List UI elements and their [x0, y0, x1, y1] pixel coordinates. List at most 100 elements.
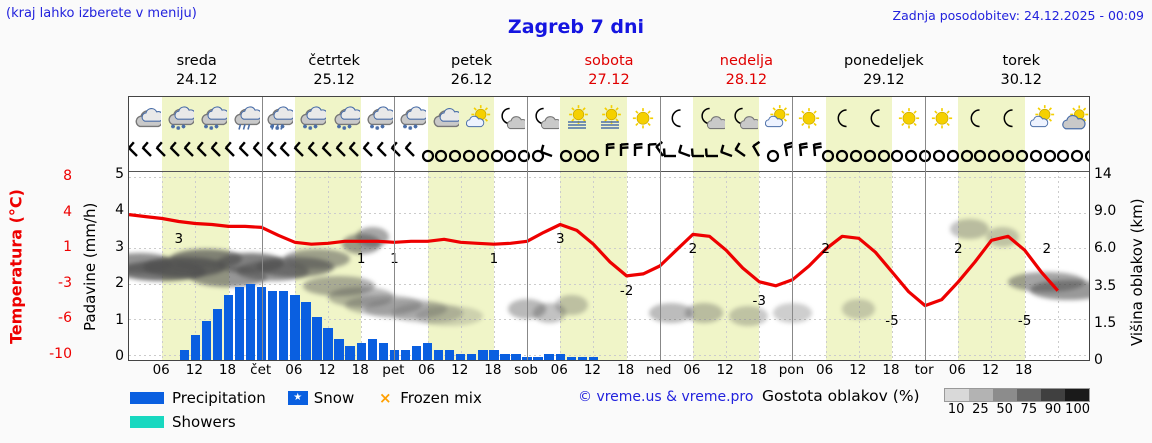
x-tick-23: tor — [914, 362, 934, 378]
v-gridline-90 — [626, 171, 628, 360]
wind-barb-calm-33 — [578, 141, 608, 171]
legend-label-snow: Snow — [313, 389, 355, 407]
cloud-height-tick-5: 0 — [1094, 352, 1103, 368]
day-date: 27.12 — [588, 72, 630, 88]
cloud-height-tick-3: 3.5 — [1094, 277, 1117, 294]
day-header-6: torek 30.12 — [953, 52, 1090, 92]
precipitation-bar-9 — [279, 291, 289, 360]
density-swatch-2 — [993, 389, 1017, 401]
wind-barb-30 — [537, 141, 567, 171]
wind-barb-calm-27 — [495, 141, 525, 171]
x-tick-9: 12 — [451, 362, 469, 378]
temperature-value-label-10: 2 — [954, 241, 963, 258]
precipitation-tick-1: 4 — [115, 202, 124, 219]
day-header-2: petek 26.12 — [403, 52, 540, 92]
cloud-density-layer — [129, 97, 1089, 360]
forecast-plot[interactable]: 31113-22-32-52-52 — [128, 96, 1090, 361]
weather-icon-cloudy-rain-3 — [230, 99, 263, 139]
precipitation-bar-24 — [444, 349, 455, 360]
wind-barb-calm-60 — [952, 141, 982, 171]
wind-barb-calm-62 — [979, 141, 1009, 171]
day-name: sobota — [584, 53, 634, 69]
wind-barb-calm-25 — [468, 141, 498, 171]
wind-barb-calm-53 — [855, 141, 885, 171]
wind-barb-calm-63 — [993, 141, 1023, 171]
wind-barb-calm-26 — [482, 141, 512, 171]
x-tick-12: 06 — [550, 362, 568, 378]
cloud-height-tick-1: 9.0 — [1094, 203, 1117, 220]
weather-icon-sunny-20 — [794, 99, 824, 139]
wind-barb-calm-21 — [413, 141, 443, 171]
wind-barb-38 — [648, 140, 678, 171]
cloud-density-blob-12 — [363, 298, 447, 319]
x-tick-0: 06 — [152, 362, 170, 378]
cloud-density-blob-22 — [728, 306, 768, 327]
precipitation-bar-37 — [588, 357, 599, 360]
h-gridline-5 — [129, 355, 1089, 356]
precipitation-bar-30 — [511, 353, 521, 360]
x-axis-ticks: 06 12 18 čet 06 12 18 pet 06 12 18 sob 06 12 18 ned 06 12… — [128, 362, 1090, 382]
wind-barb-calm-24 — [454, 141, 484, 171]
temperature-value-label-9: -5 — [885, 312, 899, 329]
precipitation-bar-4 — [223, 294, 234, 360]
day-date: 26.12 — [450, 72, 493, 88]
place-hint-text: (kraj lahko izberete v meniju) — [6, 6, 197, 21]
wind-barb-13 — [302, 141, 332, 171]
temperature-value-label-12: 2 — [1042, 241, 1052, 258]
precipitation-tick-5: 0 — [115, 348, 124, 364]
cloud-density-blob-11 — [344, 295, 422, 315]
precipitation-bar-17 — [367, 338, 377, 360]
wind-barb-calm-59 — [938, 141, 968, 171]
credit-link[interactable]: © vreme.us & vreme.pro — [578, 389, 754, 405]
precipitation-bar-10 — [290, 294, 300, 360]
weather-icon-sunny-15 — [628, 99, 658, 139]
wind-barb-calm-55 — [882, 141, 912, 171]
v-gridline-66 — [493, 171, 495, 360]
wind-barb-16 — [343, 141, 373, 171]
h-gridline-4 — [129, 319, 1089, 321]
h-gridline-1 — [129, 212, 1089, 214]
precipitation-bar-15 — [345, 346, 355, 360]
density-swatch-0 — [945, 389, 969, 401]
frozen-mix-x-icon: × — [378, 389, 392, 407]
temperature-value-label-4: 3 — [555, 231, 565, 248]
weather-icon-sunny-23 — [894, 99, 924, 139]
temperature-tick-1: 4 — [63, 203, 72, 220]
temperature-tick-4: -6 — [58, 310, 72, 327]
temperature-value-label-7: -3 — [752, 292, 766, 309]
snow-star-icon: ★ — [287, 391, 308, 405]
precipitation-bar-33 — [544, 353, 554, 360]
day-name: petek — [450, 53, 493, 69]
legend-label-precipitation: Precipitation — [172, 389, 266, 407]
day-date: 29.12 — [863, 72, 905, 88]
x-tick-25: 12 — [981, 362, 1000, 378]
x-tick-13: 12 — [583, 362, 601, 378]
precipitation-bars-layer — [129, 97, 1089, 360]
wind-barb-1 — [136, 141, 166, 171]
v-gridline-102 — [692, 171, 694, 360]
wind-barb-41 — [689, 141, 719, 171]
precipitation-tick-4: 1 — [115, 311, 124, 328]
wind-barb-48 — [786, 141, 816, 171]
temperature-value-label-6: 2 — [688, 241, 698, 258]
day-date: 25.12 — [313, 72, 355, 88]
day-header-4: nedelja 28.12 — [678, 52, 815, 92]
density-tick-4: 90 — [1044, 402, 1062, 417]
x-tick-11: sob — [514, 362, 538, 378]
weather-icon-night-clear-25 — [960, 99, 990, 139]
x-tick-10: 18 — [484, 362, 502, 378]
wind-barb-39 — [661, 141, 691, 171]
wind-barb-18 — [371, 141, 401, 171]
precipitation-bar-11 — [301, 302, 311, 360]
wind-barb-calm-66 — [1035, 141, 1065, 171]
wind-barb-44 — [730, 141, 760, 171]
x-tick-19: pon — [778, 362, 805, 378]
cloud-height-tick-2: 6.0 — [1094, 240, 1117, 257]
cloud-density-blob-13 — [391, 302, 464, 323]
v-gridline-54 — [427, 171, 429, 360]
h-gridline-2 — [129, 248, 1089, 250]
precipitation-bar-2 — [201, 320, 212, 360]
day-separator-5 — [792, 97, 794, 360]
chart-legend: Precipitation ★ Snow × Frozen mix Shower… — [130, 386, 570, 438]
weather-icon-night-cloudy-12 — [529, 99, 562, 139]
